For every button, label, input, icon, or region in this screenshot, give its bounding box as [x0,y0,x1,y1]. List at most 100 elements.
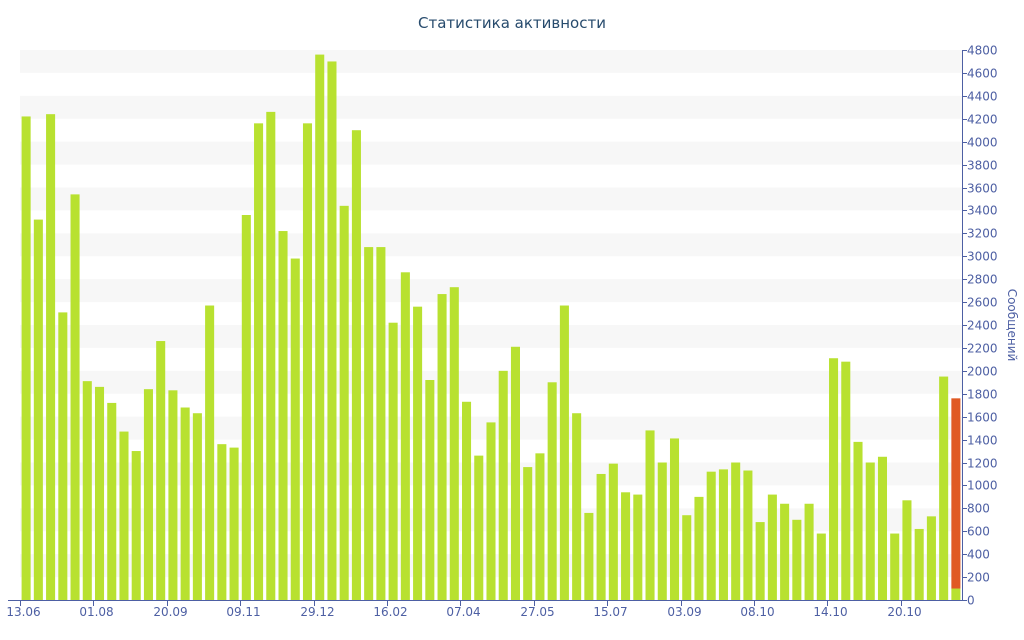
y-tick-label: 2200 [967,342,998,356]
bar-base [951,588,961,600]
x-tick-label: 15.07 [593,605,627,619]
bar [608,463,618,600]
grid-band [20,50,962,73]
bar [266,111,276,600]
bar [510,346,520,600]
bar [205,305,215,600]
x-tick-label: 16.02 [373,605,407,619]
grid-band [20,141,962,165]
y-tick-label: 2400 [967,319,998,333]
bar [364,247,374,601]
y-tick-label: 200 [967,571,990,585]
bar [780,503,790,600]
bar [596,473,606,600]
bar [926,516,936,600]
bar [853,441,863,600]
x-tick-label: 01.08 [79,605,113,619]
y-tick-label: 600 [967,525,990,539]
bar [462,401,472,600]
bar [339,205,349,601]
x-tick-label: 03.09 [667,605,701,619]
bar [486,422,496,600]
bar [107,402,117,600]
y-tick-label: 4400 [967,90,998,104]
bar [621,492,631,600]
bar [376,247,386,601]
bar [804,503,814,600]
y-tick-label: 800 [967,502,990,516]
y-tick-label: 2600 [967,296,998,310]
bar [706,471,716,600]
bar [388,322,398,600]
bar [254,123,264,600]
bar [58,312,68,600]
y-tick-label: 0 [967,594,975,608]
bar [156,341,166,600]
bar [877,456,888,600]
y-tick-label: 3200 [967,227,998,241]
bar [192,413,202,600]
y-tick-label: 2000 [967,365,998,379]
bar [547,382,557,600]
bar [731,462,741,600]
y-tick-label: 2800 [967,273,998,287]
bar [143,389,153,600]
bar [168,390,178,600]
bar [498,370,508,600]
bar [694,496,704,600]
bar [131,451,141,600]
y-tick-label: 3800 [967,159,998,173]
bar [535,453,545,600]
y-tick-label: 4600 [967,67,998,81]
bar [682,515,692,600]
bar [645,430,655,600]
x-tick-label: 20.09 [153,605,187,619]
y-tick-label: 4000 [967,136,998,150]
y-tick-label: 1800 [967,388,998,402]
bar [437,294,447,600]
x-tick-label: 08.10 [740,605,774,619]
y-tick-label: 4200 [967,113,998,127]
grid-band [20,233,962,257]
bar [890,533,900,600]
bar [829,358,839,600]
bar [743,470,753,600]
bar [400,272,410,600]
x-tick-label: 14.10 [813,605,847,619]
bar [841,361,851,600]
bar [865,462,875,600]
bar [767,494,777,600]
y-tick-label: 3600 [967,182,998,196]
bar [816,533,826,600]
bar [21,116,31,600]
y-tick-label: 3400 [967,204,998,218]
bar [229,447,239,600]
y-tick-label: 3000 [967,250,998,264]
grid-band [20,279,962,303]
bar [474,455,484,600]
bar [902,500,912,600]
bar [180,407,190,600]
bar [302,123,313,600]
x-tick-label: 29.12 [300,605,334,619]
bar [584,512,594,600]
bar [669,438,680,600]
bar [559,305,569,600]
grid-band [20,187,962,211]
grid-band [20,95,962,119]
bar [939,376,949,600]
x-tick-label: 20.10 [887,605,921,619]
bar [82,381,92,600]
bar [755,522,765,600]
bar [46,114,56,601]
bar [351,130,361,601]
bar [327,61,337,601]
x-tick-label: 07.04 [446,605,480,619]
bar [523,467,533,600]
bar [70,194,80,600]
bar [315,54,325,601]
bar [572,413,582,600]
bar [914,528,924,600]
x-tick-label: 13.06 [6,605,40,619]
